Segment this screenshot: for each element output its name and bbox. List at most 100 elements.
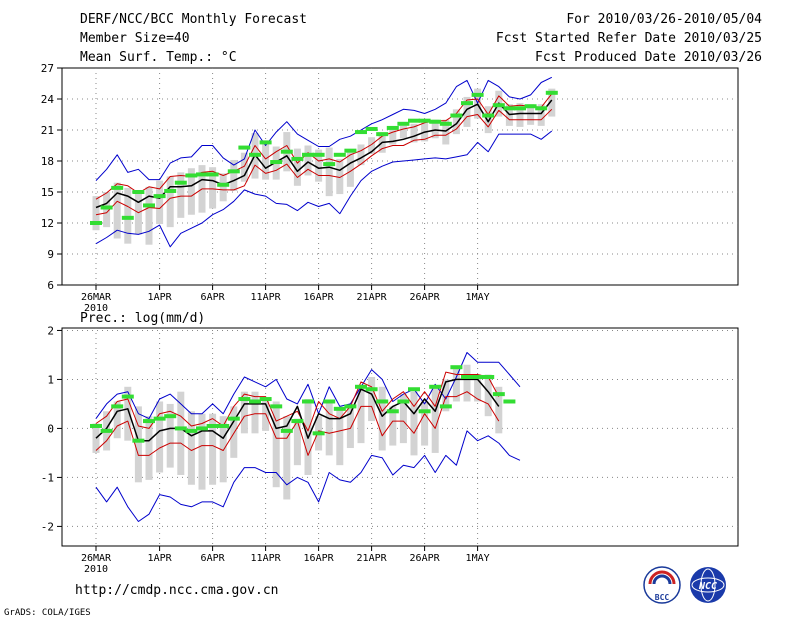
temp-ytick-label: 24 — [41, 93, 55, 106]
temp-observed-mark — [450, 113, 463, 118]
prec-observed-mark — [291, 419, 304, 424]
prec-observed-mark — [408, 387, 420, 392]
temp-ytick-label: 27 — [41, 62, 54, 75]
temp-range-box — [304, 145, 312, 176]
prec-ytick-label: -2 — [41, 520, 54, 533]
prec-range-box — [495, 386, 503, 434]
prec-range-box — [378, 386, 386, 451]
temp-observed-mark — [249, 152, 261, 157]
temp-ytick-label: 12 — [41, 217, 54, 230]
prec-observed-mark — [344, 404, 357, 409]
temp-observed-mark — [545, 90, 558, 95]
prec-observed-mark — [302, 399, 314, 404]
prec-observed-mark — [471, 374, 484, 379]
prec-observed-mark — [450, 365, 463, 370]
temp-xtick-year: 2010 — [84, 303, 108, 314]
temp-observed-mark — [429, 119, 442, 124]
prec-xtick-label: 1MAY — [466, 553, 490, 564]
temp-range-box — [399, 125, 407, 139]
temp-range-box — [293, 148, 301, 186]
temp-observed-mark — [471, 92, 484, 97]
prec-observed-mark — [259, 397, 272, 402]
prec-range-box — [92, 423, 100, 453]
prec-range-box — [293, 418, 301, 466]
temp-range-box — [240, 152, 248, 182]
temp-observed-mark — [259, 140, 272, 145]
forecast-range-label: For 2010/03/26-2010/05/04 — [566, 12, 762, 27]
temp-range-box — [452, 109, 460, 135]
prec-ytick-label: 0 — [47, 422, 54, 435]
temp-observed-mark — [174, 180, 187, 185]
variable-label: Mean Surf. Temp.: °C — [80, 50, 237, 65]
prec-range-box — [124, 386, 132, 441]
prec-range-box — [484, 374, 492, 417]
start-date-label: Fcst Started Refer Date 2010/03/25 — [496, 31, 762, 46]
prec-observed-mark — [217, 423, 230, 428]
prec-observed-mark — [397, 399, 410, 404]
prec-observed-mark — [153, 416, 166, 421]
temp-observed-mark — [355, 130, 367, 135]
temp-observed-mark — [164, 188, 177, 193]
temp-range-box — [527, 104, 535, 125]
temp-range-box — [484, 106, 492, 134]
prec-series-max — [95, 352, 521, 420]
temp-range-box — [262, 141, 270, 180]
prec-range-box — [240, 391, 248, 434]
temp-range-box — [548, 88, 556, 117]
temp-observed-mark — [121, 215, 134, 220]
temp-observed-mark — [492, 103, 505, 108]
prec-observed-mark — [333, 406, 346, 411]
temp-range-box — [187, 168, 195, 215]
temp-range-box — [113, 182, 121, 239]
temp-series-lower — [95, 108, 553, 216]
temp-range-box — [516, 103, 524, 127]
prec-range-box — [452, 367, 460, 402]
temp-observed-mark — [217, 182, 230, 187]
temp-observed-mark — [397, 121, 410, 126]
prec-observed-mark — [355, 384, 367, 389]
prec-range-box — [145, 416, 153, 480]
prec-range-box — [283, 416, 291, 500]
prec-range-box — [113, 401, 121, 439]
temp-range-box — [92, 196, 100, 231]
prec-observed-mark — [196, 426, 208, 431]
temp-plot-frame — [61, 67, 739, 286]
temp-ytick-label: 9 — [47, 248, 54, 261]
prec-ytick-label: 2 — [47, 324, 54, 337]
temp-range-box — [315, 149, 323, 182]
temp-range-box — [166, 176, 174, 228]
prec-range-box — [431, 386, 439, 453]
temp-observed-mark — [524, 104, 537, 109]
temp-range-box — [124, 187, 132, 244]
temp-range-box — [145, 186, 153, 245]
produced-date-label: Fcst Produced Date 2010/03/26 — [535, 50, 762, 65]
prec-observed-mark — [429, 384, 442, 389]
prec-observed-mark — [227, 416, 240, 421]
temp-series-mean — [95, 99, 553, 209]
temp-range-box — [357, 144, 365, 166]
temp-observed-mark — [323, 162, 336, 167]
prec-observed-mark — [461, 374, 473, 379]
prec-series-upper — [95, 371, 500, 432]
ncc-logo-text: NCC — [698, 581, 717, 592]
prec-xtick-label: 21APR — [357, 553, 388, 564]
temp-range-box — [442, 119, 450, 145]
source-url: http://cmdp.ncc.cma.gov.cn — [75, 583, 279, 598]
prec-observed-mark — [111, 404, 124, 409]
temp-observed-mark — [312, 152, 325, 157]
temp-ytick-label: 6 — [47, 279, 54, 292]
temp-observed-mark — [291, 156, 304, 161]
prec-observed-mark — [503, 399, 516, 404]
temp-range-box — [134, 193, 142, 235]
temp-range-box — [230, 159, 238, 191]
temp-xtick-label: 1MAY — [466, 292, 490, 303]
temp-observed-mark — [206, 172, 219, 177]
temp-observed-mark — [482, 113, 495, 118]
prec-range-box — [399, 394, 407, 444]
temp-range-box — [336, 158, 344, 195]
temp-observed-mark — [111, 185, 124, 190]
temp-observed-mark — [196, 172, 208, 177]
temp-observed-mark — [408, 118, 420, 123]
